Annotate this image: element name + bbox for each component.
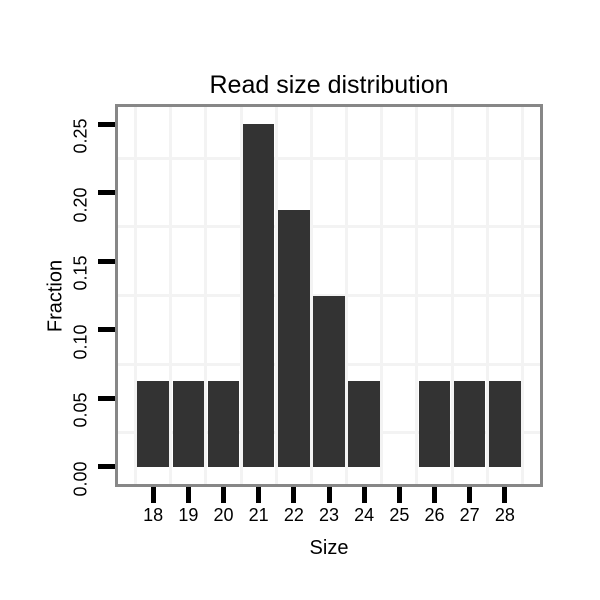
x-tick-label: 24 [354,505,375,525]
bar-24 [348,381,380,467]
x-tick [502,487,508,503]
y-tick [98,121,116,127]
bar-18 [137,381,169,467]
x-tick-label: 26 [424,505,445,525]
y-tick-label: 0.20 [70,187,91,223]
bar-28 [489,381,521,467]
y-tick [98,327,116,333]
y-tick-label: 0.10 [70,324,91,360]
x-tick [291,487,297,503]
bar-22 [278,209,310,467]
y-minor-gridline [118,156,540,160]
chart-title: Read size distribution [209,71,449,99]
x-tick-label: 23 [318,505,340,525]
bar-23 [313,295,345,467]
x-tick [326,487,332,503]
bar-19 [172,381,205,467]
y-tick-label: 0.15 [70,255,91,291]
x-tick-label: 22 [283,505,304,525]
x-tick [256,487,262,503]
y-tick-label: 0.00 [70,461,91,497]
y-tick [98,190,116,196]
x-tick [396,487,402,503]
x-tick [221,487,226,503]
bar-26 [418,381,451,467]
x-tick [467,487,473,503]
x-tick [432,487,437,503]
y-tick [98,395,116,401]
x-tick-label: 28 [494,505,515,525]
y-tick [98,258,116,264]
y-axis-label: Fraction [44,259,67,333]
x-tick-label: 18 [143,505,164,525]
y-minor-gridline [118,225,540,229]
y-tick [98,464,116,470]
x-tick [361,487,367,503]
x-tick-label: 27 [459,505,480,525]
x-axis-label: Size [309,537,349,559]
bar-27 [453,381,486,467]
x-tick-label: 25 [389,505,410,525]
x-tick-label: 21 [248,505,269,525]
x-tick [185,487,191,503]
bar-20 [207,381,240,467]
y-tick-label: 0.25 [70,118,91,154]
x-tick [150,487,156,503]
x-tick-label: 20 [213,505,234,525]
x-tick-label: 19 [178,505,199,525]
y-tick-label: 0.05 [70,392,91,428]
bar-21 [242,124,275,467]
